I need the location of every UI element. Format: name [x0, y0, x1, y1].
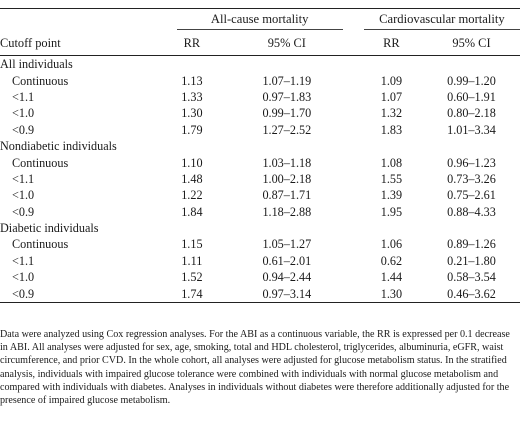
cutoff-cell: <0.9 [0, 285, 157, 303]
ci-all-cause-cell: 1.27–2.52 [262, 122, 312, 137]
table-row: Continuous 1.13 1.07–1.19 1.09 0.99–1.20 [0, 72, 520, 88]
cardio-group-header: Cardiovascular mortality [359, 8, 520, 31]
rr-cardio-cell: 1.39 [380, 188, 403, 203]
rr-cardio-cell: 1.44 [380, 270, 403, 285]
rr-all-cause-cell: 1.22 [181, 188, 203, 203]
rr-all-cause-cell: 1.74 [156, 285, 228, 303]
ci-header-cardio: 95% CI [422, 31, 520, 56]
table-row: <0.9 1.74 0.97–3.14 1.30 0.46–3.62 [0, 285, 520, 303]
section-title-row: All individuals [0, 56, 520, 73]
cutoff-cell: <1.1 [12, 89, 35, 104]
cutoff-cell: Continuous [12, 155, 69, 170]
table-footnote: Data were analyzed using Cox regression … [0, 329, 510, 407]
all-cause-group-header: All-cause mortality [156, 8, 347, 31]
ci-cardio-cell: 0.73–3.26 [447, 171, 496, 186]
cutoff-cell: <1.0 [12, 270, 35, 285]
table-row: <1.1 1.33 0.97–1.83 1.07 0.60–1.91 [0, 89, 520, 105]
ci-all-cause-cell: 1.07–1.19 [262, 73, 312, 88]
table-row: <1.1 1.11 0.61–2.01 0.62 0.21–1.80 [0, 253, 520, 269]
ci-all-cause-cell: 0.97–3.14 [227, 285, 347, 303]
ci-cardio-cell: 0.75–2.61 [447, 188, 496, 203]
cutoff-cell: Continuous [12, 237, 69, 252]
empty-header-cell [0, 8, 157, 31]
rr-all-cause-cell: 1.79 [181, 122, 203, 137]
ci-all-cause-cell: 0.87–1.71 [262, 188, 312, 203]
ci-all-cause-cell: 1.03–1.18 [262, 155, 312, 170]
cutoff-header: Cutoff point [0, 31, 157, 56]
ci-cardio-cell: 0.96–1.23 [447, 155, 496, 170]
group-header-row: All-cause mortality Cardiovascular morta… [0, 8, 520, 31]
rr-all-cause-cell: 1.13 [181, 73, 203, 88]
rr-header-all-cause: RR [156, 31, 228, 56]
ci-cardio-cell: 0.99–1.20 [447, 73, 496, 88]
section-title-row: Nondiabetic individuals [0, 138, 520, 154]
table-row: <1.0 1.52 0.94–2.44 1.44 0.58–3.54 [0, 269, 520, 285]
table-row: <0.9 1.79 1.27–2.52 1.83 1.01–3.34 [0, 122, 520, 138]
ci-cardio-cell: 0.89–1.26 [447, 237, 496, 252]
cutoff-cell: <1.1 [12, 171, 35, 186]
rr-cardio-cell: 1.95 [380, 204, 403, 219]
rr-cardio-cell: 1.32 [380, 106, 403, 121]
rr-all-cause-cell: 1.33 [181, 89, 203, 104]
cutoff-cell: <1.0 [12, 188, 35, 203]
cutoff-cell: Continuous [12, 73, 69, 88]
ci-header-all-cause: 95% CI [227, 31, 347, 56]
table-row: <1.0 1.22 0.87–1.71 1.39 0.75–2.61 [0, 187, 520, 203]
rr-header-cardio: RR [359, 31, 423, 56]
ci-cardio-cell: 0.60–1.91 [447, 89, 496, 104]
ci-all-cause-cell: 1.00–2.18 [262, 171, 312, 186]
section-title: Nondiabetic individuals [0, 139, 117, 154]
table-row: <1.1 1.48 1.00–2.18 1.55 0.73–3.26 [0, 171, 520, 187]
rr-cardio-cell: 1.08 [380, 155, 403, 170]
rr-all-cause-cell: 1.48 [181, 171, 203, 186]
ci-cardio-cell: 0.80–2.18 [447, 106, 496, 121]
mortality-table: All-cause mortality Cardiovascular morta… [0, 8, 520, 303]
cutoff-cell: <1.1 [12, 253, 35, 268]
gap-cell [346, 8, 360, 31]
ci-all-cause-cell: 0.61–2.01 [262, 253, 312, 268]
gap-cell [346, 31, 360, 56]
rr-all-cause-cell: 1.52 [181, 270, 203, 285]
ci-cardio-cell: 0.21–1.80 [447, 253, 496, 268]
rr-cardio-cell: 1.83 [380, 122, 403, 137]
rr-cardio-cell: 1.06 [380, 237, 403, 252]
rr-cardio-cell: 1.55 [380, 171, 403, 186]
rr-all-cause-cell: 1.15 [181, 237, 203, 252]
rr-cardio-cell: 0.62 [380, 253, 403, 268]
section-title-row: Diabetic individuals [0, 220, 520, 236]
ci-all-cause-cell: 0.94–2.44 [262, 270, 312, 285]
rr-cardio-cell: 1.07 [380, 89, 403, 104]
table-row: Continuous 1.15 1.05–1.27 1.06 0.89–1.26 [0, 236, 520, 252]
cutoff-cell: <1.0 [12, 106, 35, 121]
rr-all-cause-cell: 1.30 [181, 106, 203, 121]
ci-cardio-cell: 0.46–3.62 [422, 285, 520, 303]
ci-cardio-cell: 0.58–3.54 [447, 270, 496, 285]
rr-all-cause-cell: 1.84 [181, 204, 203, 219]
column-header-row: Cutoff point RR 95% CI RR 95% CI [0, 31, 520, 56]
ci-all-cause-cell: 1.18–2.88 [262, 204, 312, 219]
ci-all-cause-cell: 1.05–1.27 [262, 237, 312, 252]
rr-all-cause-cell: 1.11 [181, 253, 203, 268]
rr-cardio-cell: 1.09 [380, 73, 403, 88]
rr-all-cause-cell: 1.10 [181, 155, 203, 170]
table-row: Continuous 1.10 1.03–1.18 1.08 0.96–1.23 [0, 154, 520, 170]
ci-cardio-cell: 0.88–4.33 [447, 204, 496, 219]
ci-all-cause-cell: 0.99–1.70 [262, 106, 312, 121]
section-title: Diabetic individuals [0, 221, 99, 236]
ci-cardio-cell: 1.01–3.34 [447, 122, 496, 137]
ci-all-cause-cell: 0.97–1.83 [262, 89, 312, 104]
cutoff-cell: <0.9 [12, 122, 35, 137]
rr-cardio-cell: 1.30 [359, 285, 423, 303]
section-title: All individuals [0, 57, 73, 72]
table-row: <0.9 1.84 1.18–2.88 1.95 0.88–4.33 [0, 204, 520, 220]
cutoff-cell: <0.9 [12, 204, 35, 219]
table-row: <1.0 1.30 0.99–1.70 1.32 0.80–2.18 [0, 105, 520, 121]
